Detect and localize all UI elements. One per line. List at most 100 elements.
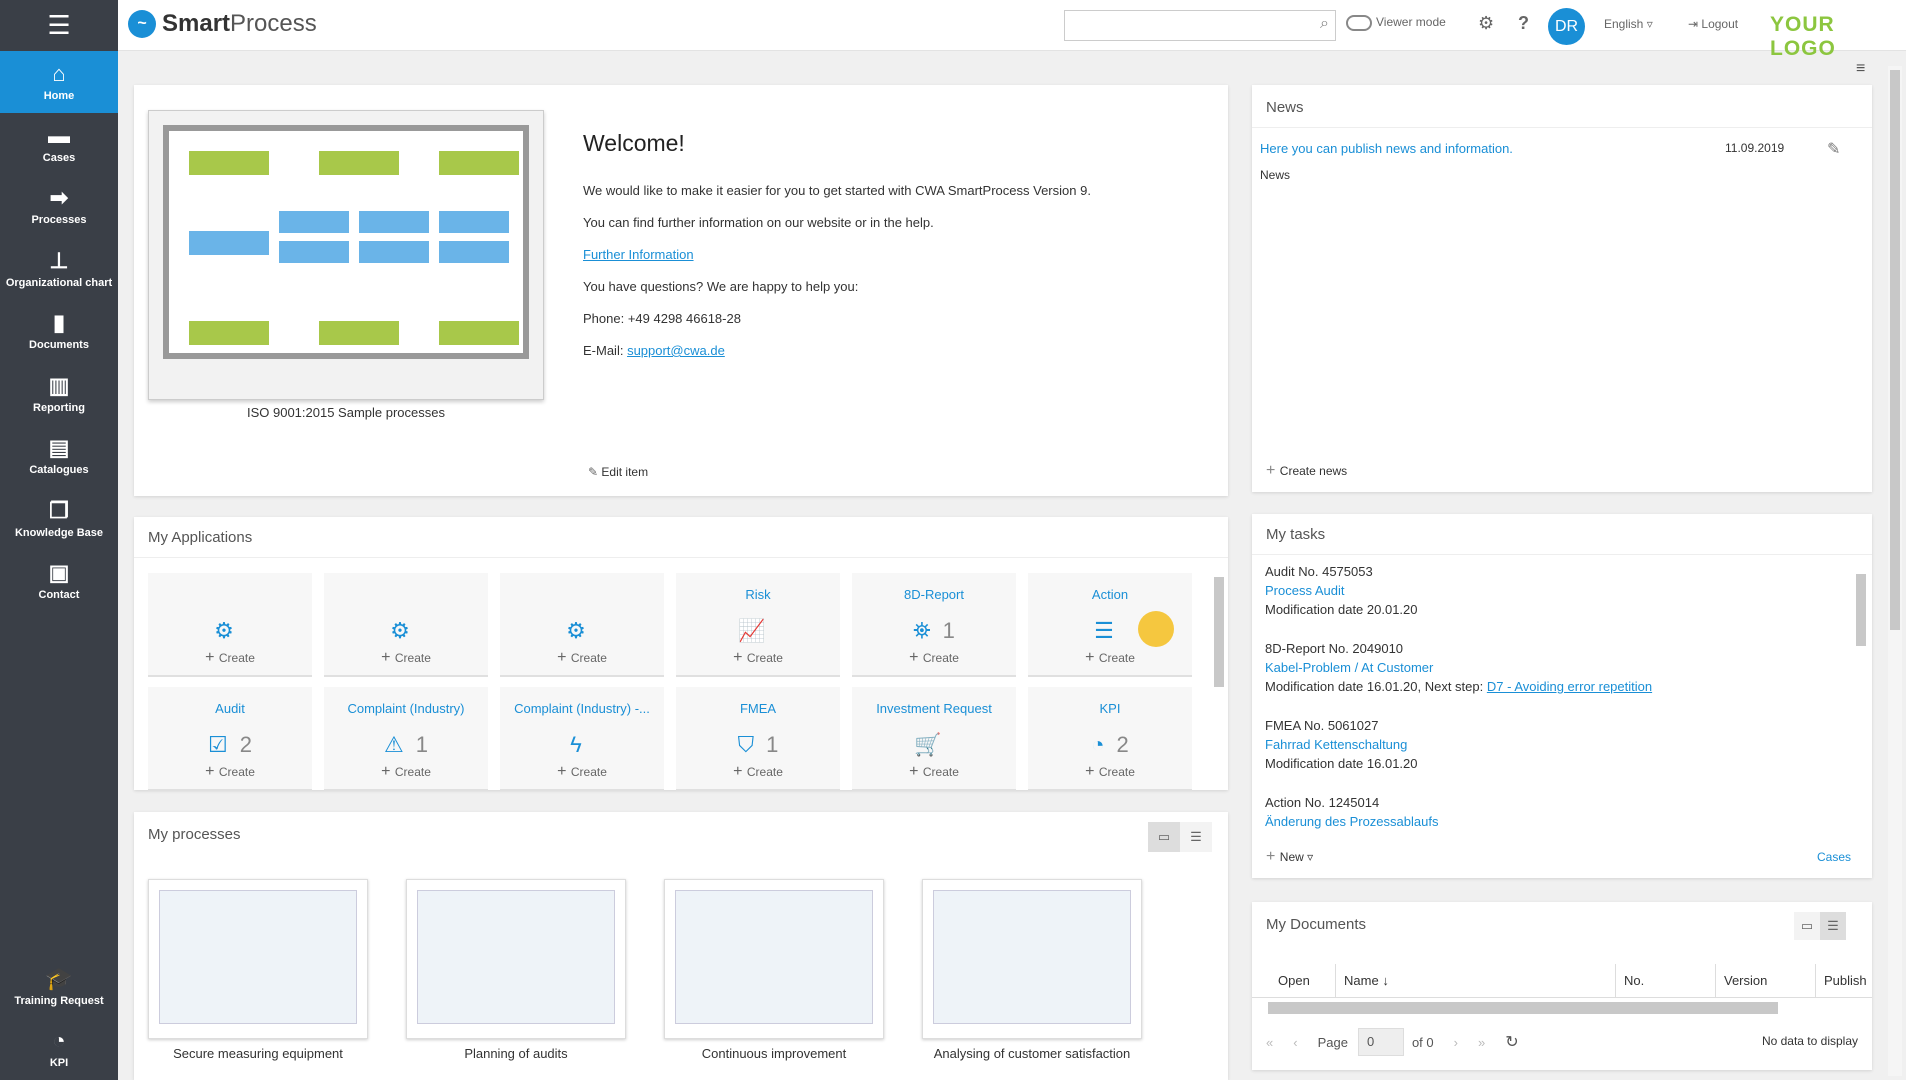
application-tile[interactable]: 8D-Report ⛯ 1 + Create xyxy=(852,573,1016,677)
news-item-link[interactable]: Here you can publish news and informatio… xyxy=(1260,141,1513,156)
task-link[interactable]: Kabel-Problem / At Customer xyxy=(1265,660,1434,675)
plus-icon: + xyxy=(1266,848,1280,865)
sidebar-item-home[interactable]: ⌂ Home xyxy=(0,51,118,113)
process-name[interactable]: Secure measuring equipment xyxy=(173,1046,343,1061)
sidebar-item-org-chart[interactable]: ⊥ Organizational chart xyxy=(0,238,118,300)
create-button[interactable]: + Create xyxy=(1028,649,1192,667)
documents-horizontal-scrollbar[interactable] xyxy=(1256,1002,1868,1014)
application-tile[interactable]: ⚙ + Create xyxy=(148,573,312,677)
task-link[interactable]: Fahrrad Kettenschaltung xyxy=(1265,737,1408,752)
create-button[interactable]: + Create xyxy=(852,763,1016,781)
page-count: of 0 xyxy=(1411,1034,1434,1050)
sidebar-item-documents[interactable]: ▮ Documents xyxy=(0,300,118,362)
application-title[interactable]: Action xyxy=(1091,587,1129,602)
layout-menu-icon[interactable]: ≡ xyxy=(1856,60,1866,77)
application-tile[interactable]: Complaint (Industry) -... ϟ + Create xyxy=(500,687,664,791)
sidebar-item-reporting[interactable]: ▥ Reporting xyxy=(0,363,118,425)
new-task-button[interactable]: + New ▿ xyxy=(1266,848,1313,866)
task-meta: Modification date 16.01.20, Next step: xyxy=(1265,679,1487,694)
further-information-link[interactable]: Further Information xyxy=(583,247,694,262)
application-title[interactable]: Audit xyxy=(215,701,245,716)
applications-scrollbar[interactable] xyxy=(1214,563,1224,785)
sidebar-item-catalogues[interactable]: ▤ Catalogues xyxy=(0,425,118,487)
create-button[interactable]: + Create xyxy=(500,763,664,781)
create-button[interactable]: + Create xyxy=(676,649,840,667)
iso-process-map-thumbnail[interactable] xyxy=(148,110,544,400)
language-select[interactable]: English ▿ xyxy=(1604,17,1653,31)
application-title[interactable]: Investment Request xyxy=(876,701,992,716)
sidebar-item-processes[interactable]: ➡ Processes xyxy=(0,175,118,237)
create-news-button[interactable]: + Create news xyxy=(1266,462,1347,480)
process-name[interactable]: Continuous improvement xyxy=(701,1046,847,1061)
header: ~ Smart Process ⌕ Viewer mode ⚙ ? DR Engli… xyxy=(118,0,1906,60)
process-name[interactable]: Planning of audits xyxy=(464,1046,568,1061)
cases-link[interactable]: Cases xyxy=(1817,850,1852,864)
process-thumbnail[interactable]: Planning of audits xyxy=(406,879,626,1061)
first-page-icon[interactable]: « xyxy=(1266,1034,1274,1050)
tasks-scrollbar[interactable] xyxy=(1856,560,1866,832)
application-tile[interactable]: Audit ☑ 2 + Create xyxy=(148,687,312,791)
application-title[interactable]: 8D-Report xyxy=(904,587,964,602)
column-version[interactable]: Version xyxy=(1716,964,1816,998)
sidebar-item-kpi[interactable]: ◔ KPI xyxy=(0,1018,118,1080)
task-link[interactable]: Änderung des Prozessablaufs xyxy=(1265,814,1439,829)
create-button[interactable]: + Create xyxy=(676,763,840,781)
avatar[interactable]: DR xyxy=(1548,8,1585,45)
next-step-link[interactable]: D7 - Avoiding error repetition xyxy=(1486,679,1653,694)
image-view-icon[interactable]: ▭ xyxy=(1148,822,1180,852)
column-publish[interactable]: Publish xyxy=(1824,973,1867,988)
application-tile[interactable]: FMEA ⛉ 1 + Create xyxy=(676,687,840,791)
create-label: Create xyxy=(1098,651,1135,665)
app-logo[interactable]: ~ Smart Process xyxy=(128,10,317,38)
application-tile[interactable]: ⚙ + Create xyxy=(324,573,488,677)
create-button[interactable]: + Create xyxy=(148,649,312,667)
search-input[interactable]: ⌕ xyxy=(1064,10,1336,41)
search-icon[interactable]: ⌕ xyxy=(1320,15,1329,32)
column-no[interactable]: No. xyxy=(1616,964,1716,998)
application-tile[interactable]: Investment Request 🛒 + Create xyxy=(852,687,1016,791)
viewer-mode-toggle[interactable]: Viewer mode xyxy=(1346,15,1446,31)
image-view-icon[interactable]: ▭ xyxy=(1794,912,1820,940)
create-button[interactable]: + Create xyxy=(500,649,664,667)
list-view-icon[interactable]: ☰ xyxy=(1180,822,1212,852)
last-page-icon[interactable]: » xyxy=(1477,1034,1486,1050)
next-page-icon[interactable]: › xyxy=(1453,1034,1458,1050)
application-tile[interactable]: Complaint (Industry) ⚠ 1 + Create xyxy=(324,687,488,791)
create-button[interactable]: + Create xyxy=(1028,763,1192,781)
email-link[interactable]: support@cwa.de xyxy=(627,343,725,358)
task-link[interactable]: Process Audit xyxy=(1265,583,1345,598)
application-title[interactable]: Complaint (Industry) -... xyxy=(514,701,650,716)
create-button[interactable]: + Create xyxy=(148,763,312,781)
sidebar-item-training-request[interactable]: 🎓 Training Request xyxy=(0,956,118,1018)
application-title[interactable]: Complaint (Industry) xyxy=(347,701,465,716)
application-tile[interactable]: Risk 📈 + Create xyxy=(676,573,840,677)
create-button[interactable]: + Create xyxy=(852,649,1016,667)
application-title[interactable]: Risk xyxy=(745,587,771,602)
process-thumbnail[interactable]: Continuous improvement xyxy=(664,879,884,1061)
pencil-icon[interactable]: ✎ xyxy=(1827,141,1841,158)
application-tile[interactable]: ⚙ + Create xyxy=(500,573,664,677)
process-name[interactable]: Analysing of customer satisfaction xyxy=(933,1046,1131,1061)
sidebar-item-contact[interactable]: ▣ Contact xyxy=(0,550,118,612)
sidebar-item-cases[interactable]: ▬ Cases xyxy=(0,113,118,175)
process-thumbnail[interactable]: Secure measuring equipment xyxy=(148,879,368,1061)
application-title[interactable]: KPI xyxy=(1099,701,1121,716)
create-button[interactable]: + Create xyxy=(324,763,488,781)
menu-icon[interactable]: ☰ xyxy=(47,10,71,40)
prev-page-icon[interactable]: ‹ xyxy=(1293,1034,1298,1050)
column-name[interactable]: Name ↓ xyxy=(1336,964,1616,998)
list-view-icon[interactable]: ☰ xyxy=(1820,912,1846,940)
process-thumbnail[interactable]: Analysing of customer satisfaction xyxy=(922,879,1142,1061)
sidebar-item-knowledge-base[interactable]: ❐ Knowledge Base xyxy=(0,488,118,550)
page-scrollbar[interactable] xyxy=(1888,66,1902,1076)
edit-item-button[interactable]: ✎ Edit item xyxy=(588,465,648,479)
page-input[interactable]: 0 xyxy=(1357,1028,1404,1056)
refresh-icon[interactable]: ↻ xyxy=(1505,1034,1519,1051)
application-tile[interactable]: KPI ◔ 2 + Create xyxy=(1028,687,1192,791)
create-button[interactable]: + Create xyxy=(324,649,488,667)
logout-button[interactable]: ⇥ Logout xyxy=(1688,17,1738,31)
column-open[interactable]: Open xyxy=(1252,964,1336,998)
help-icon[interactable]: ? xyxy=(1518,13,1529,33)
application-title[interactable]: FMEA xyxy=(739,701,777,716)
gear-icon[interactable]: ⚙ xyxy=(1478,13,1495,33)
